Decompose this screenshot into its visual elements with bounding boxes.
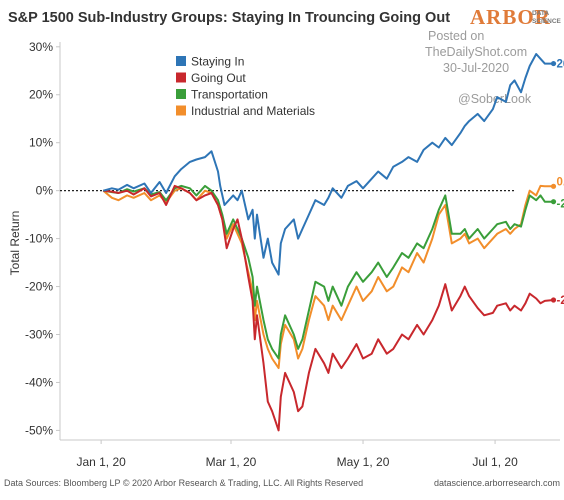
footer-source: Data Sources: Bloomberg LP © 2020 Arbor … xyxy=(4,478,363,488)
chart-title: S&P 1500 Sub-Industry Groups: Staying In… xyxy=(8,10,450,26)
end-labels: 26.5% -22.8% -2.3% 0.9% xyxy=(550,59,564,307)
watermark: Posted on TheDailyShot.com 30-Jul-2020 @… xyxy=(425,29,532,106)
watermark-line2: TheDailyShot.com xyxy=(425,45,527,59)
y-tick-label: -20% xyxy=(25,280,53,294)
legend-swatch xyxy=(176,105,186,116)
y-tick-label: 0% xyxy=(36,184,54,198)
y-axis-ticks: 30% 20% 10% 0% -10% -20% -30% -40% -50% xyxy=(25,40,60,437)
series-line-going-out xyxy=(103,184,554,432)
x-axis-ticks: Jan 1, 20 Mar 1, 20 May 1, 20 Jul 1, 20 xyxy=(76,440,518,469)
end-value-label: 0.9% xyxy=(557,176,564,188)
y-axis-title: Total Return xyxy=(8,211,22,276)
y-tick-label: 20% xyxy=(29,88,53,102)
end-point-marker xyxy=(550,199,557,205)
end-point-marker xyxy=(550,183,557,189)
x-tick-label: Mar 1, 20 xyxy=(206,455,257,469)
watermark-line1: Posted on xyxy=(428,29,484,43)
series-line-industrial-and-materials xyxy=(102,184,554,370)
series-line-transportation xyxy=(103,184,554,360)
legend-swatch xyxy=(176,56,186,66)
x-tick-label: Jan 1, 20 xyxy=(76,455,126,469)
end-value-label: -22.8% xyxy=(557,295,564,307)
end-value-label: -2.3% xyxy=(557,199,564,211)
series-lines xyxy=(102,53,554,432)
end-point-marker xyxy=(550,60,557,67)
end-point-marker xyxy=(550,297,557,303)
legend-label: Staying In xyxy=(191,55,244,69)
brand-sub-line1: DATA xyxy=(532,10,549,17)
legend-swatch xyxy=(176,89,186,99)
y-tick-label: -30% xyxy=(25,328,53,342)
y-tick-label: 10% xyxy=(29,136,53,150)
watermark-line4: @SoberLook xyxy=(458,92,532,106)
footer-url: datascience.arborresearch.com xyxy=(434,478,560,488)
y-tick-label: -10% xyxy=(25,232,53,246)
x-tick-label: Jul 1, 20 xyxy=(472,455,518,469)
legend-label: Transportation xyxy=(191,88,268,102)
y-tick-label: 30% xyxy=(29,40,53,54)
watermark-line3: 30-Jul-2020 xyxy=(443,61,509,75)
x-tick-label: May 1, 20 xyxy=(337,455,390,469)
legend-label: Industrial and Materials xyxy=(191,104,315,118)
legend-swatch xyxy=(176,72,186,83)
end-value-label: 26.5% xyxy=(557,59,564,71)
legend-label: Going Out xyxy=(191,71,246,85)
series-line-staying-in xyxy=(103,53,554,276)
y-tick-label: -40% xyxy=(25,375,53,389)
brand-name: ARBOR xyxy=(470,5,551,29)
y-tick-label: -50% xyxy=(25,423,53,437)
brand-logo: ARBOR DATA SCIENCE xyxy=(470,5,562,29)
brand-sub-line2: SCIENCE xyxy=(532,18,562,25)
legend: Staying In Going Out Transportation Industr… xyxy=(176,55,315,118)
